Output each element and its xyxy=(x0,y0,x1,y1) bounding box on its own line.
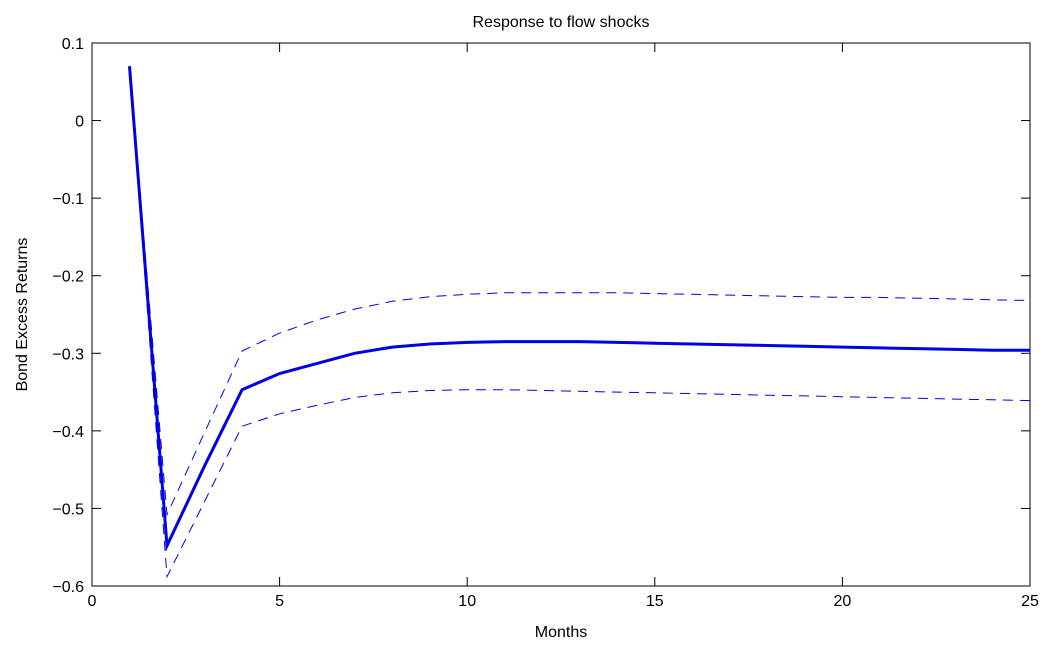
ticks-layer: 0 5 10 15 20 25 0.1 0 −0.1 −0.2 −0.3 −0.4 −0.5 −0.6 xyxy=(52,36,1039,610)
series-line-band-1 xyxy=(129,66,1030,517)
y-tick-label: −0.6 xyxy=(52,579,84,596)
x-tick-label: 0 xyxy=(88,593,97,610)
x-tick-label: 5 xyxy=(275,593,284,610)
y-tick-label: −0.1 xyxy=(52,191,84,208)
x-axis-label: Months xyxy=(535,624,587,641)
series-line-band-2 xyxy=(129,66,1030,579)
series-layer xyxy=(128,66,1030,579)
y-tick-label: −0.3 xyxy=(52,346,84,363)
y-tick-label: −0.2 xyxy=(52,269,84,286)
y-tick-label: −0.5 xyxy=(52,501,84,518)
series-line-estimate xyxy=(128,66,1030,552)
y-tick-label: 0 xyxy=(75,114,84,131)
chart-title: Response to flow shocks xyxy=(473,14,650,31)
x-tick-label: 15 xyxy=(646,593,664,610)
x-tick-label: 10 xyxy=(458,593,476,610)
y-axis-label: Bond Excess Returns xyxy=(14,238,31,392)
x-tick-label: 25 xyxy=(1021,593,1039,610)
plot-area-frame xyxy=(91,42,1031,587)
y-tick-label: 0.1 xyxy=(62,36,84,53)
y-tick-label: −0.4 xyxy=(52,424,84,441)
x-tick-label: 20 xyxy=(834,593,852,610)
